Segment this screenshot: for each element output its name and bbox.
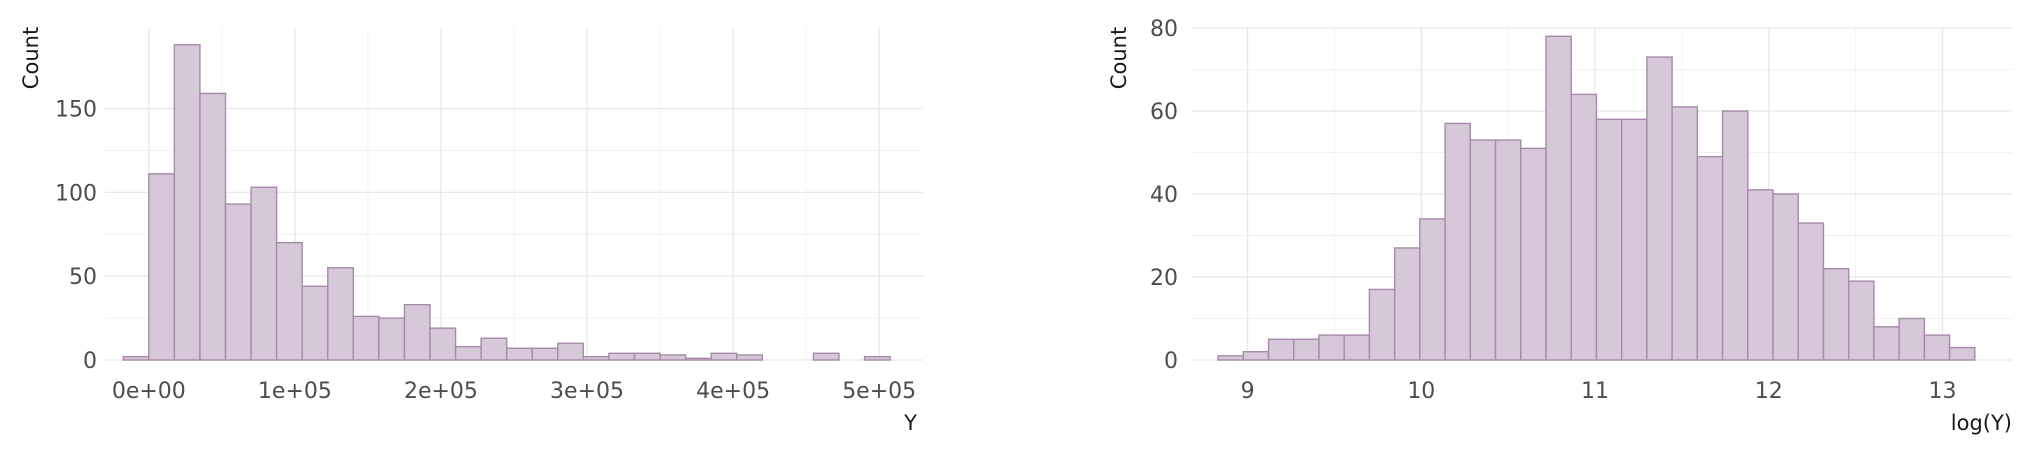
histogram-bar [1620, 118, 1648, 361]
histogram-bar [1721, 110, 1749, 361]
x-tick-label: 13 [1929, 379, 1957, 404]
y-tick-label: 100 [55, 181, 97, 206]
histogram-bar [224, 203, 252, 361]
histogram-bar [684, 357, 712, 361]
y-tick-label: 0 [83, 349, 97, 374]
histogram-bar [122, 355, 150, 361]
histogram-bar [403, 303, 431, 361]
histogram-bar [1545, 35, 1572, 361]
histogram-log-y: 9 10 11 12 13 0 20 40 60 80 log(Y) Count [1107, 17, 2012, 435]
histogram-bar [1873, 326, 1900, 361]
y-tick-label: 20 [1150, 266, 1178, 291]
histogram-bar [1419, 218, 1446, 361]
histogram-bar [199, 92, 227, 361]
y-tick-label: 50 [69, 265, 97, 290]
x-tick-label: 0e+00 [112, 379, 186, 404]
histogram-bar [1595, 118, 1623, 361]
histogram-bar [301, 285, 329, 361]
histogram-bar [429, 327, 457, 361]
histogram-bar [1217, 355, 1244, 361]
histogram-bar [148, 173, 176, 361]
histogram-bar [1570, 93, 1598, 361]
y-tick-label: 60 [1150, 100, 1178, 125]
histogram-bar [1671, 106, 1699, 361]
x-tick-label: 2e+05 [404, 379, 478, 404]
y-axis-title: Count [19, 27, 43, 89]
histogram-bar [582, 355, 610, 361]
histogram-bar [1948, 346, 1976, 361]
histogram-bar [1444, 122, 1472, 361]
histogram-bar [1847, 280, 1875, 361]
histogram-bar [1267, 338, 1295, 361]
histogram-bar [812, 352, 840, 361]
histogram-bar [557, 342, 585, 361]
histogram-bar [250, 186, 278, 361]
histogram-bar [1923, 334, 1951, 361]
histogram-bar [608, 352, 636, 361]
y-tick-label: 80 [1150, 17, 1178, 42]
histogram-bar [659, 354, 687, 361]
histogram-bar [327, 267, 355, 361]
histogram-bar [1368, 288, 1396, 361]
x-tick-label: 3e+05 [550, 379, 624, 404]
histogram-bar [863, 355, 891, 361]
histogram-bar [531, 347, 559, 361]
x-tick-label: 9 [1241, 379, 1255, 404]
histogram-bar [1393, 247, 1421, 361]
histogram-bar [1318, 334, 1345, 361]
x-tick-label: 11 [1581, 379, 1609, 404]
x-tick-label: 5e+05 [842, 379, 916, 404]
histogram-bar [633, 352, 661, 361]
histogram-bar [1898, 317, 1926, 361]
histogram-bar [454, 345, 482, 361]
x-tick-label: 10 [1407, 379, 1435, 404]
histogram-bar [710, 352, 738, 361]
histogram-bar [480, 337, 508, 361]
x-tick-label: 4e+05 [696, 379, 770, 404]
histogram-bar [1747, 189, 1774, 361]
histogram-raw-y: 0e+00 1e+05 2e+05 3e+05 4e+05 5e+05 0 50 100 150 Y… [19, 27, 923, 435]
histogram-bar [736, 354, 764, 361]
histogram-bar [1242, 351, 1270, 361]
histogram-bar [1696, 155, 1724, 361]
x-tick-label: 12 [1755, 379, 1783, 404]
histogram-bar [173, 44, 201, 361]
histogram-bar [1797, 222, 1825, 361]
histogram-bar [1772, 193, 1799, 361]
histogram-bar [1469, 139, 1497, 361]
histogram-bar [1520, 147, 1547, 361]
x-tick-label: 1e+05 [258, 379, 332, 404]
histogram-bar [1293, 338, 1320, 361]
x-axis-title: Y [903, 411, 917, 435]
y-tick-label: 0 [1164, 349, 1178, 374]
histogram-bar [1494, 139, 1522, 361]
histogram-bar [1822, 268, 1850, 361]
histogram-bar [1343, 334, 1371, 361]
histogram-bar [352, 315, 380, 361]
y-axis-title: Count [1107, 27, 1131, 89]
histogram-bar [378, 317, 406, 361]
histogram-bar [1646, 56, 1673, 361]
histogram-bar [275, 241, 303, 361]
y-tick-label: 150 [55, 97, 97, 122]
y-tick-label: 40 [1150, 183, 1178, 208]
x-axis-title: log(Y) [1951, 411, 2012, 435]
histogram-bar [505, 347, 533, 361]
